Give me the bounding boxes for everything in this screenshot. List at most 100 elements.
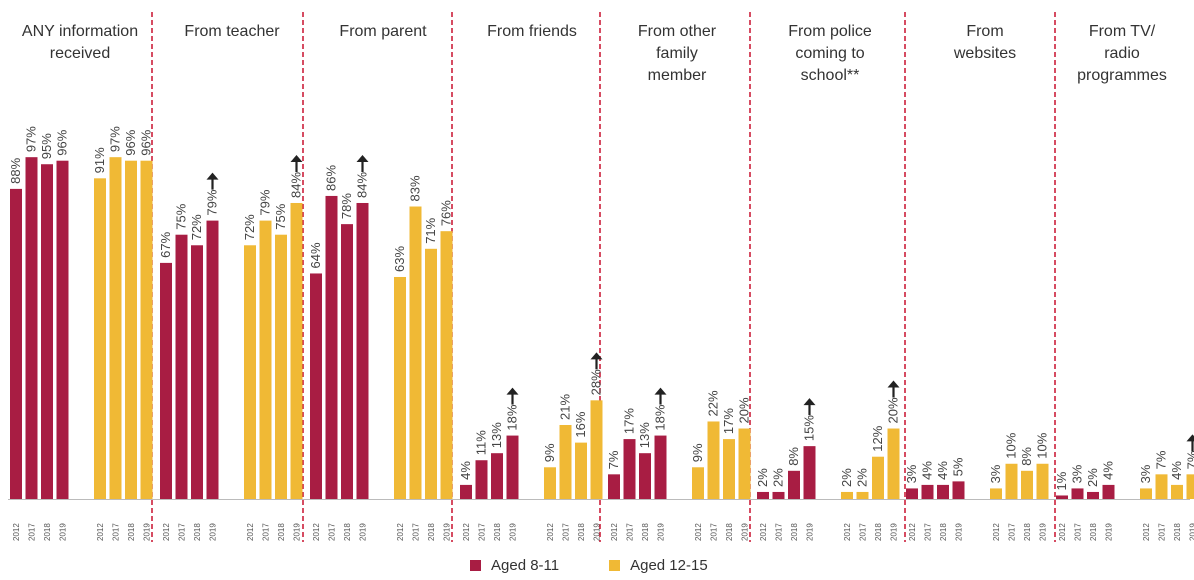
bar-aged-8-11-2019 bbox=[356, 202, 369, 499]
year-tick-label: 2018 bbox=[1173, 523, 1182, 541]
bar-aged-8-11-2018 bbox=[41, 164, 53, 500]
bar-aged-8-11-2018 bbox=[341, 224, 353, 499]
year-tick-label: 2019 bbox=[443, 523, 452, 541]
year-tick-label: 2019 bbox=[1039, 523, 1048, 541]
year-tick-label: 2017 bbox=[562, 523, 571, 541]
panel-title-7: From bbox=[966, 23, 1003, 40]
data-label-aged-12-15-2018: 12% bbox=[870, 425, 885, 451]
bar-aged-8-11-2019 bbox=[1102, 484, 1115, 499]
bar-aged-12-15-2018 bbox=[275, 234, 287, 500]
data-label-aged-12-15-2012: 72% bbox=[242, 214, 257, 240]
bar-aged-12-15-2012 bbox=[94, 178, 106, 499]
data-label-aged-8-11-2017: 2% bbox=[771, 468, 786, 487]
year-tick-label: 2017 bbox=[28, 523, 37, 541]
bar-aged-12-15-2017 bbox=[109, 157, 122, 499]
increase-arrow-icon-aged-8-11 bbox=[206, 172, 219, 180]
data-label-aged-8-11-2012: 1% bbox=[1054, 471, 1069, 490]
data-label-aged-8-11-2019: 15% bbox=[802, 415, 817, 441]
year-tick-label: 2018 bbox=[343, 523, 352, 541]
year-tick-label: 2018 bbox=[493, 523, 502, 541]
legend-swatch-aged-8-11 bbox=[470, 560, 481, 571]
bar-aged-8-11-2012 bbox=[160, 262, 172, 499]
year-tick-label: 2018 bbox=[725, 523, 734, 541]
year-tick-label: 2018 bbox=[939, 523, 948, 541]
data-label-aged-8-11-2019: 84% bbox=[355, 172, 370, 198]
panel-title-1: ANY information bbox=[22, 23, 138, 40]
bar-aged-12-15-2019 bbox=[1036, 463, 1049, 499]
data-label-aged-8-11-2012: 4% bbox=[458, 461, 473, 480]
data-label-aged-12-15-2019: 20% bbox=[886, 397, 901, 423]
year-tick-label: 2017 bbox=[478, 523, 487, 541]
bar-aged-12-15-2017 bbox=[707, 421, 720, 499]
increase-arrow-icon-aged-12-15 bbox=[1186, 434, 1194, 442]
data-label-aged-12-15-2019: 76% bbox=[439, 200, 454, 226]
year-tick-label: 2012 bbox=[546, 523, 555, 541]
data-label-aged-8-11-2019: 79% bbox=[205, 189, 220, 215]
data-label-aged-12-15-2018: 16% bbox=[573, 411, 588, 437]
year-tick-label: 2018 bbox=[577, 523, 586, 541]
legend-label-aged-12-15: Aged 12-15 bbox=[630, 557, 708, 574]
data-label-aged-12-15-2018: 8% bbox=[1019, 447, 1034, 466]
increase-arrow-icon-aged-12-15 bbox=[590, 352, 603, 360]
year-tick-label: 2017 bbox=[262, 523, 271, 541]
year-tick-label: 2019 bbox=[806, 523, 815, 541]
panel-title-5: member bbox=[648, 67, 707, 84]
bar-aged-12-15-2019 bbox=[1186, 474, 1194, 499]
year-tick-label: 2017 bbox=[775, 523, 784, 541]
data-label-aged-8-11-2019: 96% bbox=[55, 129, 70, 155]
data-label-aged-12-15-2017: 21% bbox=[558, 394, 573, 420]
bar-aged-8-11-2012 bbox=[310, 273, 322, 499]
bar-aged-12-15-2019 bbox=[140, 160, 153, 499]
data-label-aged-8-11-2019: 18% bbox=[505, 404, 520, 430]
panel-title-6: From police bbox=[788, 23, 872, 40]
increase-arrow-icon-aged-8-11 bbox=[506, 387, 519, 395]
data-label-aged-12-15-2018: 96% bbox=[123, 129, 138, 155]
data-label-aged-12-15-2019: 7% bbox=[1185, 450, 1194, 469]
year-tick-label: 2018 bbox=[43, 523, 52, 541]
year-tick-label: 2018 bbox=[874, 523, 883, 541]
year-tick-label: 2017 bbox=[1008, 523, 1017, 541]
bar-aged-8-11-2018 bbox=[639, 453, 651, 499]
data-label-aged-8-11-2012: 7% bbox=[606, 450, 621, 469]
bar-aged-8-11-2018 bbox=[788, 470, 800, 499]
data-label-aged-12-15-2012: 3% bbox=[1138, 464, 1153, 483]
bar-aged-8-11-2012 bbox=[10, 188, 22, 499]
year-tick-label: 2017 bbox=[924, 523, 933, 541]
data-label-aged-12-15-2018: 71% bbox=[423, 217, 438, 243]
bar-aged-8-11-2012 bbox=[757, 491, 769, 499]
panel-title-7: websites bbox=[953, 45, 1016, 62]
data-label-aged-12-15-2012: 9% bbox=[690, 443, 705, 462]
bar-aged-8-11-2017 bbox=[1071, 488, 1084, 499]
data-label-aged-12-15-2018: 17% bbox=[721, 408, 736, 434]
year-tick-label: 2017 bbox=[626, 523, 635, 541]
bar-aged-12-15-2019 bbox=[887, 428, 900, 499]
bar-aged-12-15-2012 bbox=[692, 467, 704, 499]
bar-aged-8-11-2018 bbox=[491, 453, 503, 499]
data-label-aged-8-11-2018: 8% bbox=[786, 447, 801, 466]
data-label-aged-12-15-2012: 9% bbox=[542, 443, 557, 462]
increase-arrow-icon-aged-8-11 bbox=[803, 398, 816, 406]
year-tick-label: 2017 bbox=[710, 523, 719, 541]
bar-aged-12-15-2018 bbox=[1021, 470, 1033, 499]
increase-arrow-icon-aged-8-11 bbox=[356, 154, 369, 162]
data-label-aged-8-11-2012: 67% bbox=[158, 231, 173, 257]
bar-aged-12-15-2017 bbox=[259, 220, 272, 499]
data-label-aged-12-15-2017: 79% bbox=[258, 189, 273, 215]
data-label-aged-8-11-2017: 11% bbox=[474, 430, 489, 455]
increase-arrow-icon-aged-8-11 bbox=[654, 387, 667, 395]
bar-aged-8-11-2017 bbox=[175, 234, 188, 500]
panel-title-5: family bbox=[656, 45, 698, 62]
panel-title-2: From teacher bbox=[184, 23, 280, 40]
data-label-aged-12-15-2017: 2% bbox=[855, 468, 870, 487]
panel-title-1: received bbox=[50, 45, 110, 62]
bar-aged-12-15-2018 bbox=[575, 442, 587, 499]
year-tick-label: 2018 bbox=[641, 523, 650, 541]
bar-aged-12-15-2012 bbox=[1140, 488, 1152, 499]
bar-aged-8-11-2017 bbox=[325, 195, 338, 499]
year-tick-label: 2012 bbox=[462, 523, 471, 541]
panel-title-8: radio bbox=[1104, 45, 1140, 62]
year-tick-label: 2012 bbox=[992, 523, 1001, 541]
data-label-aged-8-11-2017: 97% bbox=[24, 126, 39, 152]
bar-aged-12-15-2017 bbox=[1155, 474, 1168, 499]
